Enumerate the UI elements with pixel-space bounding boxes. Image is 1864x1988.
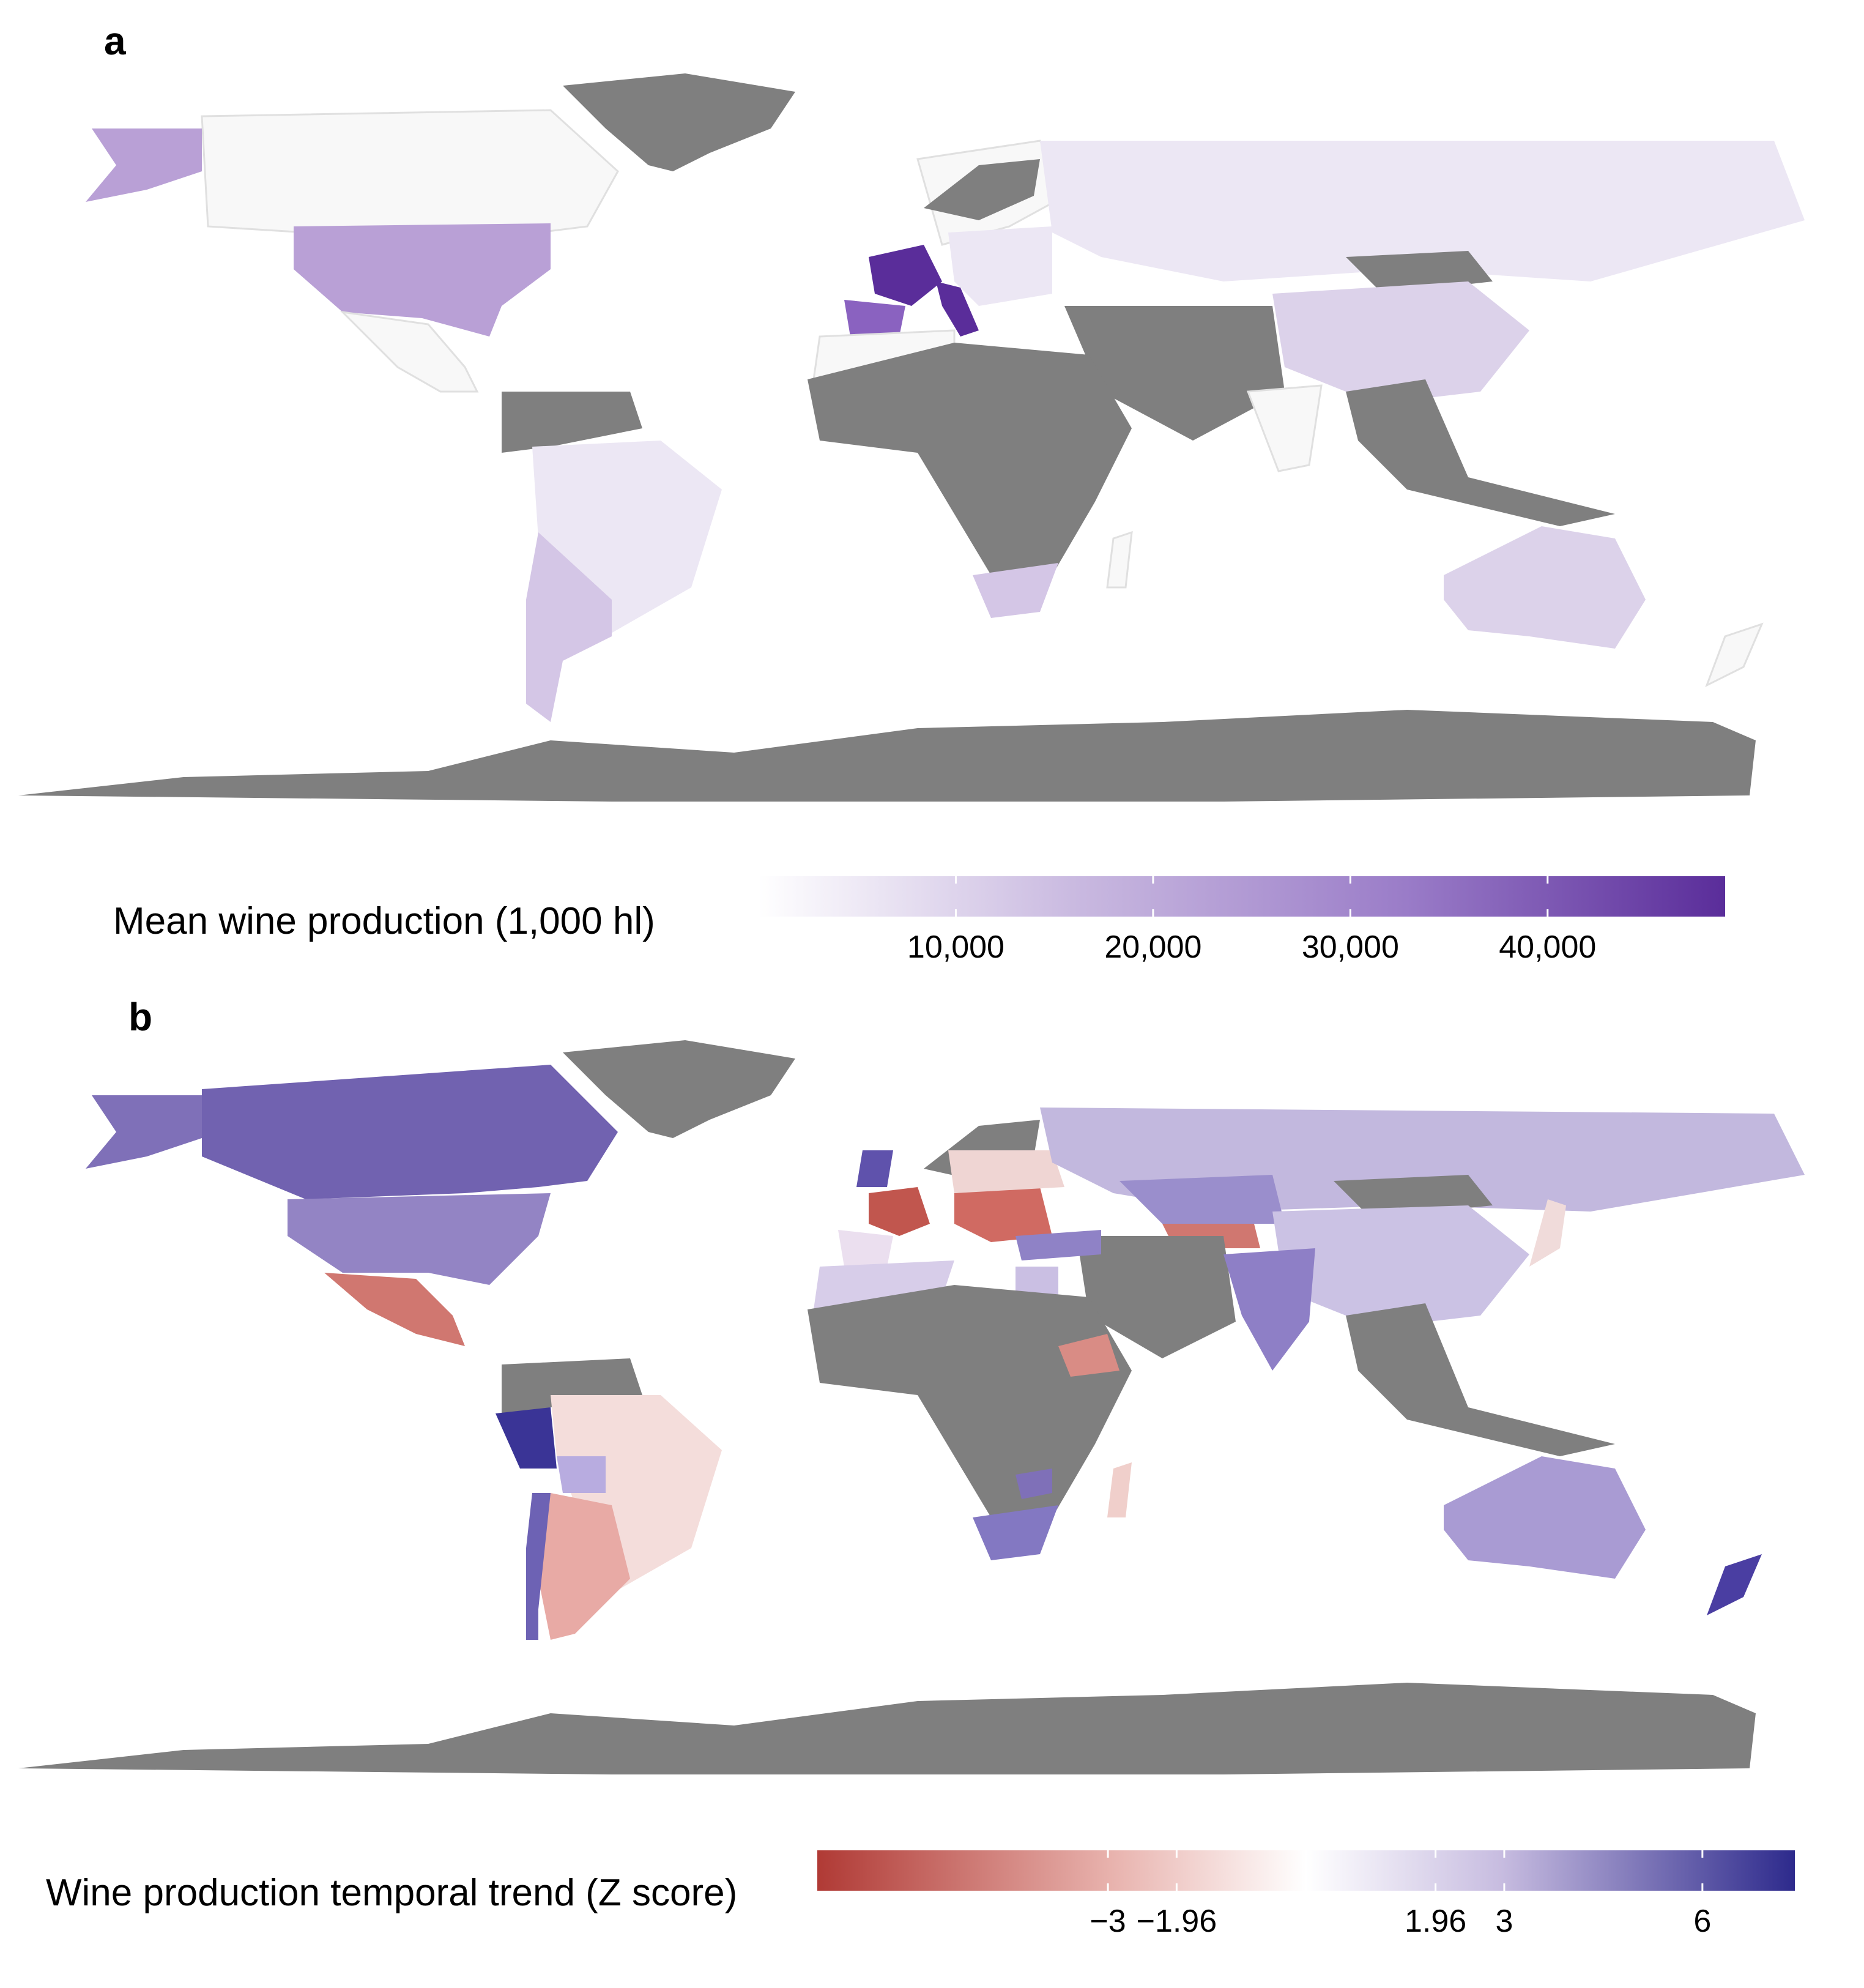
- legend-tick-label: 20,000: [1104, 929, 1202, 965]
- region-se-asia: [1346, 1303, 1615, 1456]
- region-china: [1272, 281, 1529, 404]
- region-south-africa: [973, 563, 1058, 618]
- region-greenland: [563, 73, 795, 171]
- panel-a-label: a: [104, 19, 126, 63]
- region-india: [1246, 384, 1323, 472]
- region-china: [1272, 1205, 1529, 1328]
- region-peru: [496, 1407, 557, 1469]
- region-usa: [288, 1193, 551, 1285]
- region-usa: [294, 223, 551, 337]
- legend-tick-label: −1.96: [1136, 1904, 1217, 1939]
- region-new-zealand: [1707, 1554, 1762, 1615]
- panel-b-label: b: [128, 995, 153, 1039]
- region-australia: [1444, 526, 1646, 649]
- region-uk: [856, 1150, 893, 1187]
- legend-tick-label: 30,000: [1301, 929, 1399, 965]
- region-balkans: [954, 1187, 1052, 1242]
- region-madagascar: [1106, 531, 1133, 589]
- region-greenland: [563, 1040, 795, 1138]
- legend-a-colorbar: [759, 876, 1725, 917]
- region-south-africa: [973, 1505, 1058, 1560]
- region-japan: [1529, 1199, 1566, 1267]
- legend-a-title: Mean wine production (1,000 hl): [113, 900, 655, 942]
- legend-b-title: Wine production temporal trend (Z score): [46, 1872, 738, 1914]
- region-africa: [808, 1285, 1132, 1517]
- region-canada: [201, 109, 619, 234]
- region-scandinavia: [924, 159, 1040, 220]
- region-sa-north: [502, 392, 642, 453]
- region-argentina: [538, 1493, 630, 1640]
- region-bolivia: [557, 1456, 606, 1493]
- region-turkey: [1016, 1230, 1101, 1260]
- region-ethiopia: [1058, 1334, 1120, 1377]
- region-argentina: [526, 532, 612, 722]
- region-iberia: [838, 1230, 893, 1267]
- legend-b-colorbar: [817, 1850, 1795, 1891]
- region-alaska: [86, 128, 202, 202]
- region-mexico: [324, 1273, 465, 1346]
- region-france: [869, 245, 942, 306]
- region-middle-east: [1077, 1236, 1236, 1358]
- legend-tick-label: 6: [1693, 1904, 1712, 1939]
- region-russia: [1040, 141, 1805, 281]
- region-madagascar: [1107, 1462, 1132, 1517]
- region-kazakhstan: [1120, 1175, 1285, 1224]
- region-australia: [1444, 1456, 1646, 1579]
- region-middle-east: [1064, 306, 1285, 441]
- region-france: [869, 1187, 930, 1236]
- legend-tick-label: 3: [1495, 1904, 1513, 1939]
- region-antarctica: [18, 710, 1756, 802]
- region-india: [1223, 1248, 1315, 1371]
- region-se-asia: [1346, 379, 1615, 526]
- legend-tick-label: 1.96: [1405, 1904, 1467, 1939]
- region-spain: [844, 300, 905, 337]
- legend-tick-label: 40,000: [1499, 929, 1597, 965]
- legend-tick-label: −3: [1090, 1904, 1126, 1939]
- region-italy: [936, 281, 979, 337]
- region-africa: [808, 343, 1132, 575]
- region-chile: [526, 1493, 551, 1640]
- region-mexico: [340, 310, 479, 393]
- world-map-mean-production: [18, 73, 1805, 802]
- world-map-temporal-trend: [18, 1040, 1805, 1774]
- region-europe-east: [948, 1150, 1064, 1193]
- region-sa-north: [502, 1358, 642, 1420]
- region-canada: [202, 1065, 618, 1199]
- region-new-zealand: [1705, 622, 1764, 688]
- region-europe-east: [948, 226, 1052, 306]
- region-zimbabwe: [1016, 1469, 1052, 1499]
- legend-tick-label: 10,000: [907, 929, 1004, 965]
- region-antarctica: [18, 1683, 1756, 1774]
- region-alaska: [86, 1095, 202, 1169]
